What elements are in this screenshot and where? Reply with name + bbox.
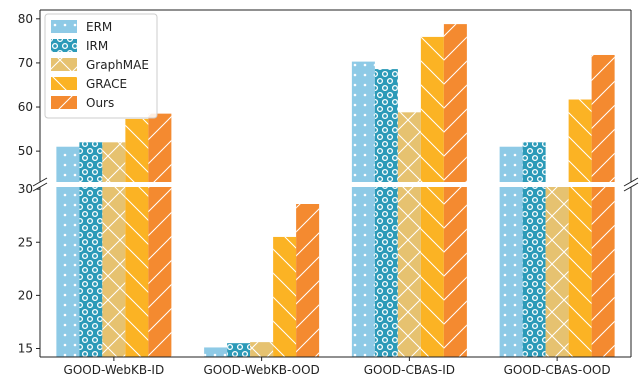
legend-ours-label: Ours xyxy=(86,96,114,110)
bar-grace-good-webkb-ood-lower-hatch xyxy=(273,236,297,357)
bar-graphmae-good-cbas-ood-lower-hatch xyxy=(545,187,569,357)
upper-y-tick-label-70: 70 xyxy=(18,56,33,70)
lower-y-tick-label-20: 20 xyxy=(18,288,33,302)
bar-ours-good-cbas-ood-lower-hatch xyxy=(591,187,615,357)
bar-grace-good-webkb-id-lower-hatch xyxy=(125,187,149,357)
lower-panel-bars xyxy=(56,187,615,357)
bar-graphmae-good-webkb-id-upper-hatch xyxy=(102,142,126,182)
bar-irm-good-cbas-id-lower-hatch xyxy=(374,187,398,357)
bar-ours-good-webkb-id-lower-hatch xyxy=(148,187,172,357)
bar-graphmae-good-cbas-id-upper-hatch xyxy=(397,112,421,182)
upper-y-tick-label-50: 50 xyxy=(18,144,33,158)
bar-graphmae-good-cbas-id-lower-hatch xyxy=(397,187,421,357)
bar-ours-good-webkb-id-upper-hatch xyxy=(148,113,172,182)
bar-graphmae-good-webkb-ood-lower-hatch xyxy=(250,342,274,357)
x-ticks: GOOD-WebKB-ID GOOD-WebKB-OOD GOOD-CBAS-ID G… xyxy=(64,357,611,377)
bar-ours-good-cbas-ood-upper-hatch xyxy=(591,54,615,182)
lower-y-tick-label-25: 25 xyxy=(18,235,33,249)
bar-erm-good-cbas-id-lower-hatch xyxy=(351,187,375,357)
axis-break-mark-right-bottom xyxy=(623,182,639,192)
bar-irm-good-webkb-id-lower-hatch xyxy=(79,187,103,357)
x-tick-label-good-webkb-ood: GOOD-WebKB-OOD xyxy=(203,363,319,377)
x-tick-label-good-cbas-id: GOOD-CBAS-ID xyxy=(364,363,455,377)
bar-erm-good-webkb-id-upper-hatch xyxy=(56,146,80,182)
bar-erm-good-cbas-ood-lower-hatch xyxy=(499,187,523,357)
legend-ours-swatch-hatch xyxy=(51,96,77,109)
legend-graphmae-swatch-hatch xyxy=(51,58,77,71)
lower-y-tick-label-15: 15 xyxy=(18,342,33,356)
legend-erm-swatch-hatch xyxy=(51,20,77,33)
bar-ours-good-webkb-ood-lower-hatch xyxy=(296,204,320,357)
bar-erm-good-cbas-ood-upper-hatch xyxy=(499,146,523,182)
x-tick-label-good-cbas-ood: GOOD-CBAS-OOD xyxy=(504,363,611,377)
axes xyxy=(32,9,639,358)
bar-irm-good-webkb-ood-lower-hatch xyxy=(227,343,251,357)
bar-grace-good-cbas-id-lower-hatch xyxy=(420,187,444,357)
bar-erm-good-webkb-ood-lower-hatch xyxy=(204,347,228,357)
legend-irm-swatch-hatch xyxy=(51,39,77,52)
bar-erm-good-cbas-id-upper-hatch xyxy=(351,61,375,182)
bar-irm-good-cbas-ood-upper-hatch xyxy=(522,142,546,182)
axis-break-mark-right-top xyxy=(623,177,639,187)
legend-erm-label: ERM xyxy=(86,20,112,34)
bar-erm-good-webkb-id-lower-hatch xyxy=(56,187,80,357)
lower-y-ticks: 15 20 25 30 xyxy=(18,182,40,356)
legend-grace-swatch-hatch xyxy=(51,77,77,90)
bar-grace-good-cbas-ood-upper-hatch xyxy=(568,99,592,182)
bar-ours-good-cbas-id-upper-hatch xyxy=(443,24,467,182)
upper-panel-bars xyxy=(56,24,615,182)
axis-break-mark-left-top xyxy=(32,177,48,187)
bar-grace-good-cbas-id-upper-hatch xyxy=(420,36,444,182)
upper-y-ticks: 50 60 70 80 xyxy=(18,12,40,158)
x-tick-label-good-webkb-id: GOOD-WebKB-ID xyxy=(64,363,165,377)
bar-grace-good-webkb-id-upper-hatch xyxy=(125,118,149,182)
legend-irm-label: IRM xyxy=(86,39,108,53)
lower-y-tick-label-30: 30 xyxy=(18,182,33,196)
upper-y-tick-label-60: 60 xyxy=(18,100,33,114)
bar-grace-good-cbas-ood-lower-hatch xyxy=(568,187,592,357)
bar-irm-good-webkb-id-upper-hatch xyxy=(79,142,103,182)
legend-grace-label: GRACE xyxy=(86,77,127,91)
upper-y-tick-label-80: 80 xyxy=(18,12,33,26)
axis-break-mark-left-bottom xyxy=(32,182,48,192)
bar-ours-good-cbas-id-lower-hatch xyxy=(443,187,467,357)
legend-graphmae-label: GraphMAE xyxy=(86,58,149,72)
bar-irm-good-cbas-ood-lower-hatch xyxy=(522,187,546,357)
bar-irm-good-cbas-id-upper-hatch xyxy=(374,69,398,182)
bar-graphmae-good-webkb-id-lower-hatch xyxy=(102,187,126,357)
legend: ERM IRM GraphMAE GRACE Ours xyxy=(44,13,158,119)
